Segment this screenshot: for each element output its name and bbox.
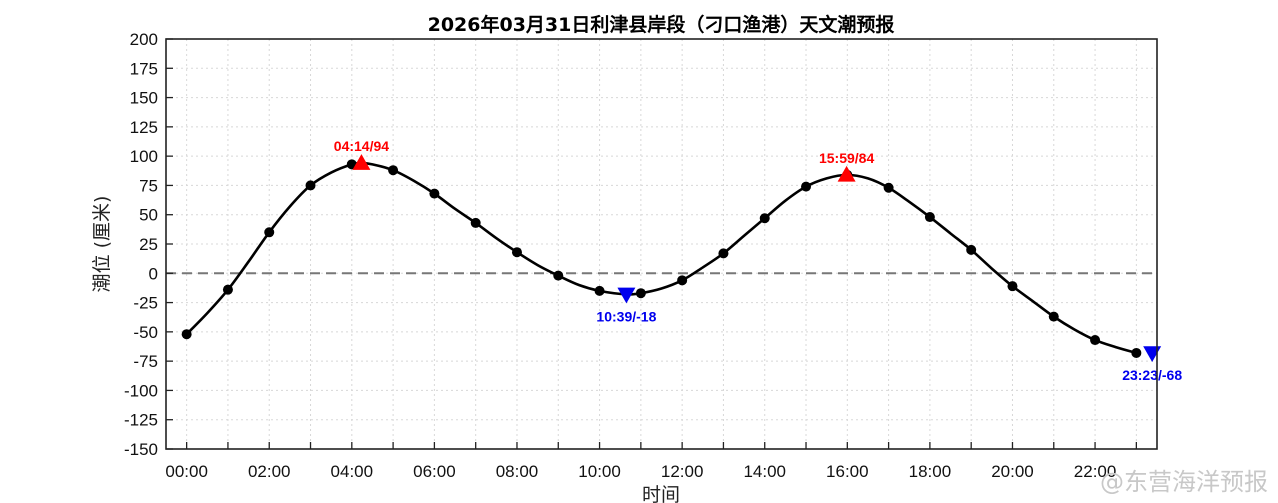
y-tick-label: 175 — [130, 59, 158, 78]
high-tide-label: 15:59/84 — [819, 150, 874, 166]
high-tide-marker — [837, 165, 856, 182]
data-point — [924, 212, 935, 223]
x-tick-label: 06:00 — [413, 462, 456, 481]
data-point — [429, 188, 440, 199]
hourly-points — [181, 159, 1142, 358]
data-point — [511, 247, 522, 258]
data-point — [1131, 347, 1142, 358]
chart-title: 2026年03月31日利津县岸段（刁口渔港）天文潮预报 — [428, 13, 895, 36]
data-point — [883, 182, 894, 193]
y-tick-label: 200 — [130, 30, 158, 49]
x-tick-label: 08:00 — [496, 462, 539, 481]
x-tick-label: 22:00 — [1074, 462, 1117, 481]
low-tide-marker — [1143, 346, 1162, 362]
data-point — [677, 275, 688, 286]
tide-curve — [185, 161, 1137, 355]
y-tick-label: 150 — [130, 89, 158, 108]
grid-lines — [166, 38, 1157, 450]
data-point — [553, 270, 564, 281]
extreme-markers: 04:14/94 10:39/-18 15:59/84 23:23/-68 — [334, 138, 1183, 383]
y-tick-label: -75 — [133, 352, 158, 371]
data-point — [966, 244, 977, 255]
data-point — [759, 213, 770, 224]
data-point — [594, 285, 605, 296]
y-tick-label: 100 — [130, 147, 158, 166]
watermark: @东营海洋预报 — [1100, 468, 1268, 496]
y-tick-label: -150 — [124, 440, 158, 459]
x-tick-label: 12:00 — [661, 462, 704, 481]
x-tick-label: 14:00 — [743, 462, 786, 481]
data-point — [1007, 281, 1018, 292]
y-tick-label: 0 — [149, 264, 158, 283]
data-point — [181, 329, 192, 340]
data-point — [718, 248, 729, 259]
y-axis-ticks: -150 -125 -100 -75 -50 -25 0 25 50 75 100 125 150 175… — [124, 30, 173, 459]
low-tide-marker — [617, 287, 636, 304]
high-tide-label: 04:14/94 — [334, 138, 389, 154]
y-tick-label: 75 — [139, 176, 158, 195]
data-point — [1090, 335, 1101, 346]
y-tick-label: 50 — [139, 206, 158, 225]
x-axis-label: 时间 — [642, 484, 680, 503]
x-axis-ticks: 00:00 02:00 04:00 06:00 08:00 10:00 12:00 14:00… — [165, 442, 1138, 481]
data-point — [1048, 311, 1059, 322]
y-tick-label: 125 — [130, 118, 158, 137]
data-point — [470, 217, 481, 228]
data-point — [635, 288, 646, 299]
data-point — [305, 180, 316, 191]
y-axis-label: 潮位 (厘米) — [91, 196, 113, 293]
x-tick-label: 10:00 — [578, 462, 621, 481]
x-tick-label: 04:00 — [331, 462, 374, 481]
x-tick-label: 16:00 — [826, 462, 869, 481]
data-point — [388, 165, 399, 176]
x-tick-label: 20:00 — [991, 462, 1034, 481]
low-tide-label: 23:23/-68 — [1122, 367, 1182, 383]
y-tick-label: -25 — [133, 294, 158, 313]
low-tide-label: 10:39/-18 — [596, 308, 656, 324]
data-point — [222, 284, 233, 295]
y-tick-label: -100 — [124, 381, 158, 400]
y-tick-label: -125 — [124, 411, 158, 430]
high-tide-marker — [352, 154, 371, 170]
y-tick-label: -50 — [133, 323, 158, 342]
x-tick-label: 02:00 — [248, 462, 291, 481]
data-point — [264, 227, 275, 238]
x-tick-label: 00:00 — [165, 462, 208, 481]
data-point — [801, 181, 812, 192]
x-tick-label: 18:00 — [909, 462, 952, 481]
y-tick-label: 25 — [139, 235, 158, 254]
